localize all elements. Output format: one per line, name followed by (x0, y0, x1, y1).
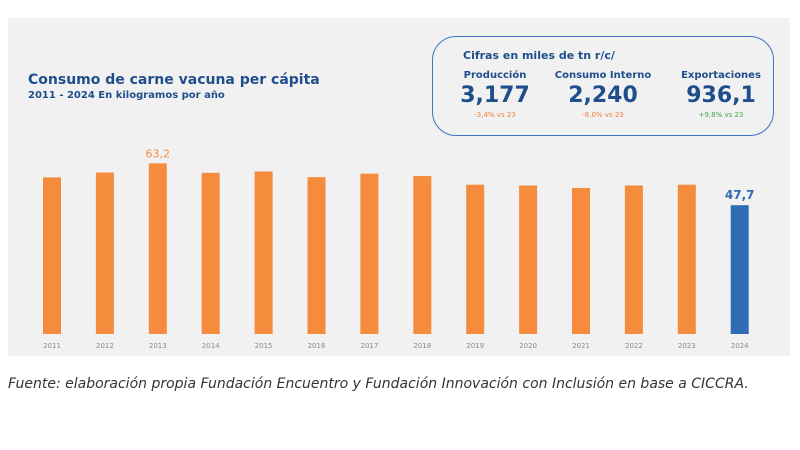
x-tick-label: 2017 (360, 342, 378, 350)
x-tick-label: 2012 (96, 342, 114, 350)
x-tick-label: 2024 (731, 342, 749, 350)
data-label-2013: 63,2 (146, 147, 171, 160)
bar-2024 (730, 205, 749, 334)
kpi-exportaciones: Exportaciones 936,1 +9,8% vs 23 (671, 70, 771, 119)
bar-2015 (254, 171, 273, 334)
kpi-change: +9,8% vs 23 (698, 111, 744, 119)
kpi-label: Producción (463, 70, 527, 81)
kpi-change: -3,4% vs 23 (474, 111, 516, 119)
chart-panel (8, 18, 790, 356)
chart-title: Consumo de carne vacuna per cápita (28, 72, 320, 88)
x-tick-label: 2020 (519, 342, 537, 350)
bar-2023 (677, 184, 696, 334)
kpi-label: Exportaciones (681, 70, 761, 81)
kpi-box: Cifras en miles de tn r/c/ Producción 3,… (432, 36, 774, 136)
bar-2012 (95, 172, 114, 334)
kpi-produccion: Producción 3,177 -3,4% vs 23 (445, 70, 545, 119)
bar-2020 (519, 185, 538, 334)
x-tick-label: 2018 (413, 342, 431, 350)
x-tick-label: 2014 (202, 342, 220, 350)
bar-2021 (572, 187, 590, 334)
kpi-value: 2,240 (568, 83, 638, 108)
kpi-value: 936,1 (686, 83, 756, 108)
kpi-heading: Cifras en miles de tn r/c/ (463, 49, 615, 62)
x-tick-label: 2019 (466, 342, 484, 350)
bar-2011 (43, 177, 61, 334)
kpi-change: -8,0% vs 23 (582, 111, 624, 119)
bar-2019 (466, 184, 485, 334)
bar-2018 (413, 176, 432, 334)
x-tick-label: 2016 (308, 342, 326, 350)
x-tick-label: 2015 (255, 342, 273, 350)
x-tick-label: 2021 (572, 342, 590, 350)
x-tick-label: 2023 (678, 342, 696, 350)
bar-2014 (201, 172, 220, 334)
x-tick-label: 2013 (149, 342, 167, 350)
kpi-label: Consumo Interno (554, 70, 652, 81)
bar-2022 (624, 185, 643, 334)
bar-chart: 2011 2012 2013 2014 2015 2016 2017 2018 2019 2020… (43, 147, 755, 350)
x-tick-label: 2022 (625, 342, 643, 350)
source-note: Fuente: elaboración propia Fundación Enc… (8, 376, 749, 392)
data-label-2024: 47,7 (725, 188, 755, 202)
bar-2017 (360, 173, 379, 334)
bar-2013 (148, 163, 167, 334)
kpi-consumo-interno: Consumo Interno 2,240 -8,0% vs 23 (553, 70, 653, 119)
chart-subtitle: 2011 - 2024 En kilogramos por año (28, 90, 225, 101)
kpi-value: 3,177 (460, 83, 530, 108)
x-tick-label: 2011 (43, 342, 61, 350)
bar-2016 (307, 177, 326, 334)
